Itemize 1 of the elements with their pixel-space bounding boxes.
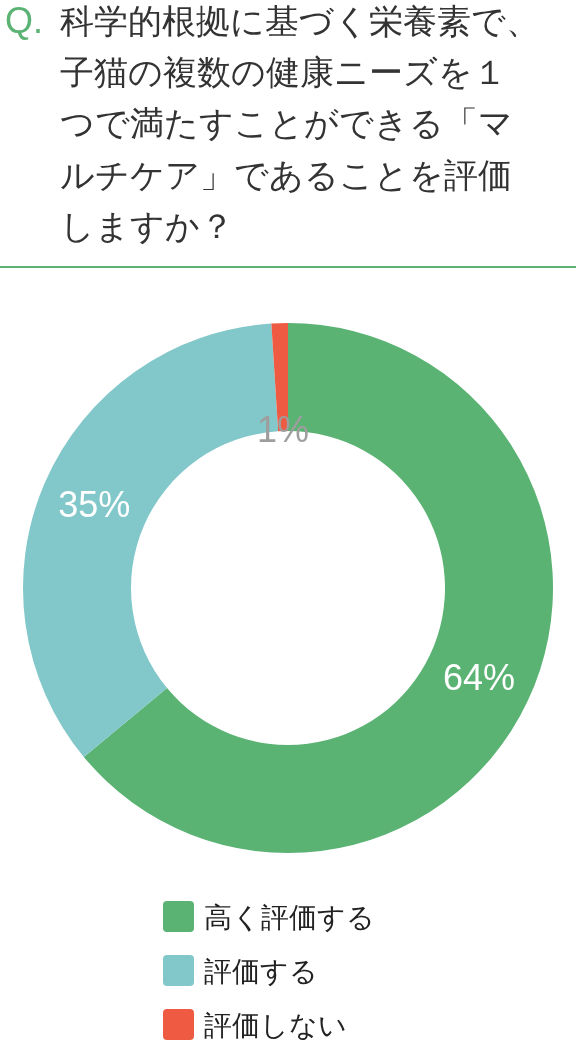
title: Q. 科学的根拠に基づく栄養素で、子猫の複数の健康ニーズを１つで満たすことができる「マルチケア」であることを評価しますか？	[5, 0, 540, 246]
